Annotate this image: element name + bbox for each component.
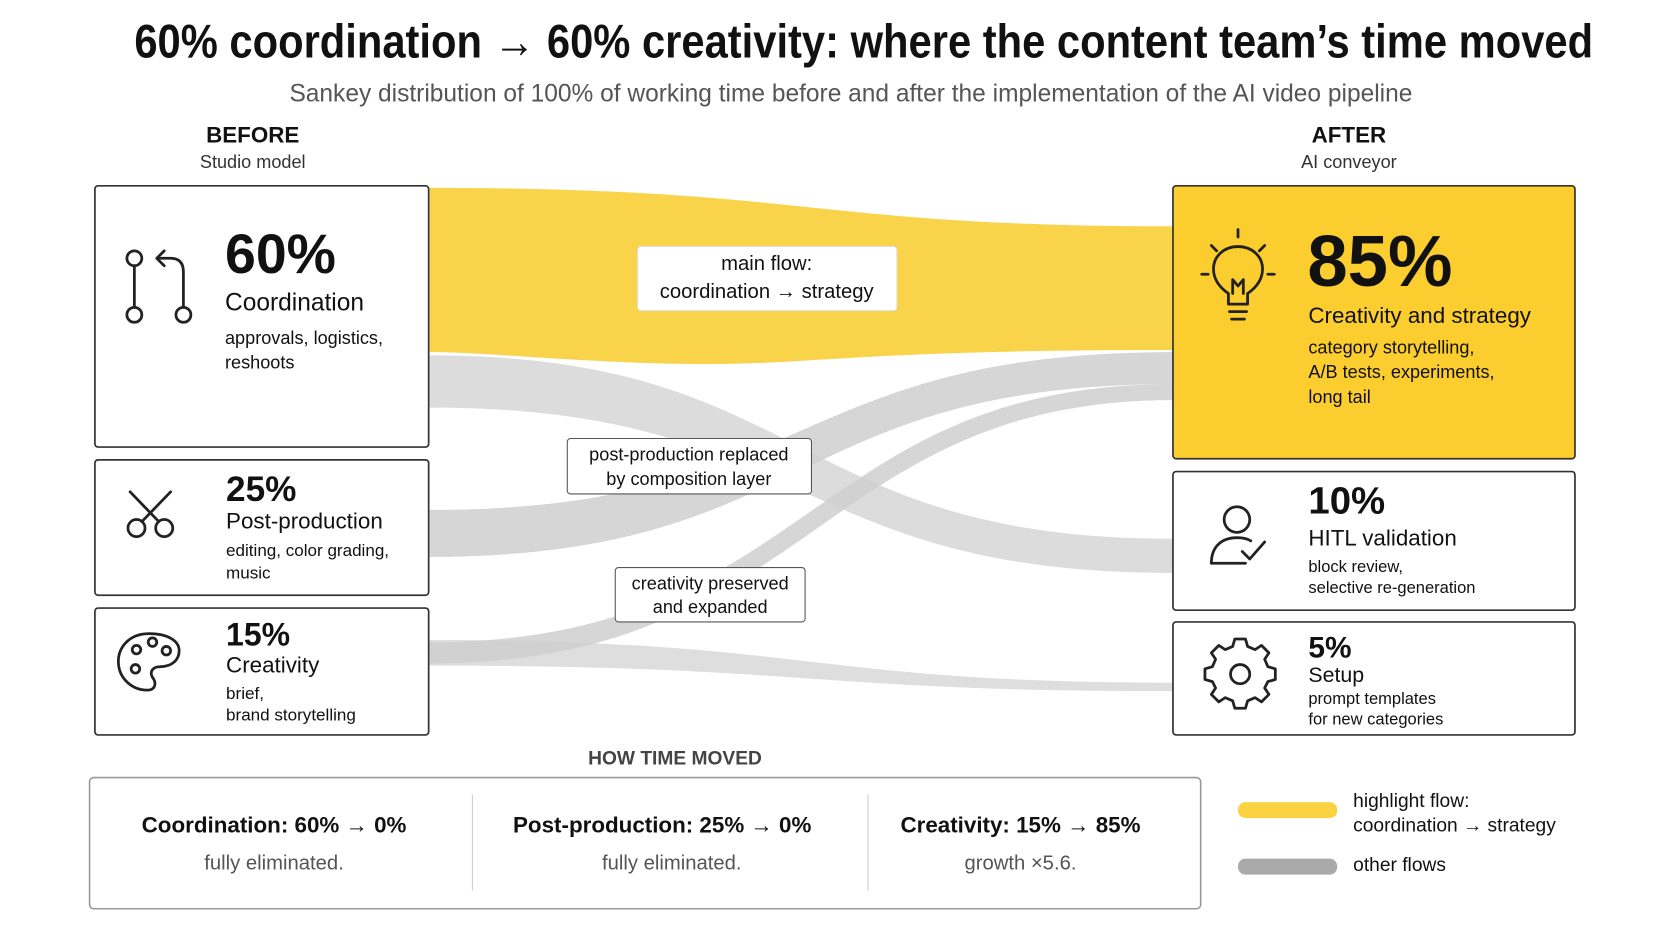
summary-note: growth ×5.6. bbox=[964, 852, 1076, 874]
coordination-icon bbox=[125, 249, 193, 324]
subtitle: Sankey distribution of 100% of working t… bbox=[289, 81, 1412, 108]
node-description: category storytelling, bbox=[1308, 338, 1474, 358]
node-description: long tail bbox=[1308, 387, 1370, 407]
node-percent: 15% bbox=[226, 616, 290, 652]
node-description: approvals, logistics, bbox=[225, 328, 383, 348]
flow-label-box bbox=[614, 567, 806, 623]
summary-note: fully eliminated. bbox=[602, 852, 742, 874]
summary-title: Coordination: 60% → 0% bbox=[142, 813, 407, 838]
title: 60% coordination → 60% creativity: where… bbox=[134, 15, 1593, 67]
legend-label: highlight flow: bbox=[1353, 791, 1469, 812]
node-box bbox=[1172, 470, 1576, 612]
flow-label: coordination → strategy bbox=[660, 281, 875, 303]
summary-note: fully eliminated. bbox=[204, 852, 344, 874]
flow-label: by composition layer bbox=[606, 469, 771, 489]
node-percent: 85% bbox=[1307, 221, 1452, 302]
node-description: prompt templates bbox=[1308, 689, 1436, 708]
node-label: Creativity bbox=[226, 653, 320, 678]
scissors-icon bbox=[126, 490, 175, 538]
summary-title: Post-production: 25% → 0% bbox=[513, 813, 811, 838]
palette-icon bbox=[116, 632, 181, 692]
summary-title: Creativity: 15% → 85% bbox=[900, 813, 1140, 838]
validation-icon bbox=[1209, 505, 1267, 565]
node-box bbox=[94, 458, 430, 597]
node-box bbox=[1172, 621, 1576, 736]
legend-label: other flows bbox=[1353, 855, 1446, 876]
flow bbox=[429, 384, 1173, 664]
node-label: Post-production bbox=[226, 509, 383, 534]
flow-label: post-production replaced bbox=[589, 444, 788, 464]
node-description: brief, bbox=[226, 684, 264, 703]
legend-label: coordination → strategy bbox=[1353, 816, 1556, 837]
node-description: A/B tests, experiments, bbox=[1308, 362, 1494, 382]
node-label: HITL validation bbox=[1308, 526, 1456, 551]
flow-label: creativity preserved bbox=[632, 573, 789, 593]
node-label: Coordination bbox=[225, 290, 364, 317]
before-heading: BEFORE bbox=[206, 123, 299, 148]
node-label: Setup bbox=[1308, 663, 1364, 687]
node-description: editing, color grading, bbox=[226, 541, 389, 560]
flow-label-box bbox=[637, 246, 898, 312]
node-description: for new categories bbox=[1308, 709, 1443, 728]
gear-icon bbox=[1203, 637, 1277, 710]
summary-heading: HOW TIME MOVED bbox=[588, 749, 762, 770]
legend-swatch bbox=[1238, 802, 1338, 819]
node-box bbox=[94, 607, 430, 736]
node-description: reshoots bbox=[225, 353, 294, 373]
node-box bbox=[1172, 184, 1576, 460]
node-percent: 5% bbox=[1308, 632, 1351, 665]
node-box bbox=[94, 184, 430, 448]
after-heading: AFTER bbox=[1312, 123, 1387, 148]
node-percent: 60% bbox=[225, 223, 336, 285]
legend-swatch bbox=[1238, 858, 1338, 875]
node-description: block review, bbox=[1308, 557, 1403, 576]
flow-label: and expanded bbox=[653, 597, 768, 617]
node-description: selective re-generation bbox=[1308, 578, 1475, 597]
summary-box bbox=[88, 776, 1202, 910]
flow bbox=[429, 640, 1173, 692]
node-description: music bbox=[226, 563, 271, 582]
bulb-icon bbox=[1200, 228, 1276, 321]
after-subheading: AI conveyor bbox=[1301, 152, 1397, 172]
flow-label: main flow: bbox=[721, 253, 812, 275]
node-percent: 25% bbox=[226, 470, 296, 509]
node-label: Creativity and strategy bbox=[1308, 303, 1531, 328]
node-description: brand storytelling bbox=[226, 705, 356, 724]
before-subheading: Studio model bbox=[200, 152, 306, 172]
flow-label-box bbox=[566, 437, 813, 495]
node-percent: 10% bbox=[1308, 480, 1385, 523]
